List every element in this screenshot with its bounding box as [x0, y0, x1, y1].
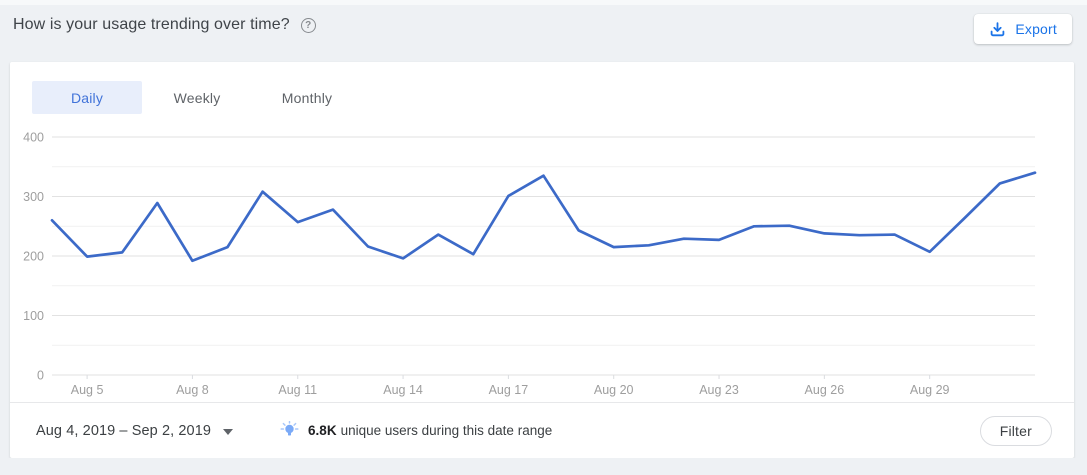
page-bottom-gap [0, 458, 1087, 475]
tab-weekly[interactable]: Weekly [142, 81, 252, 114]
date-range-selector[interactable]: Aug 4, 2019 – Sep 2, 2019 [36, 422, 234, 439]
insight-text: 6.8K unique users during this date range [308, 423, 552, 438]
tab-daily[interactable]: Daily [32, 81, 142, 114]
svg-text:400: 400 [23, 131, 44, 145]
svg-text:Aug 29: Aug 29 [910, 383, 950, 397]
title-wrap: How is your usage trending over time? ? [13, 16, 316, 34]
usage-card: 0 100 200 300 400 Aug 5 Aug 8 Aug 11 Aug 14 Aug 1… [10, 62, 1074, 458]
page-title: How is your usage trending over time? [13, 16, 290, 33]
date-range-label: Aug 4, 2019 – Sep 2, 2019 [36, 422, 212, 439]
svg-text:0: 0 [37, 369, 44, 383]
filter-button[interactable]: Filter [979, 415, 1052, 446]
window-top-strip [0, 0, 1087, 5]
svg-text:100: 100 [23, 309, 44, 323]
svg-text:Aug 23: Aug 23 [699, 383, 739, 397]
svg-text:Aug 8: Aug 8 [176, 383, 209, 397]
download-icon [989, 21, 1006, 38]
insight-description: unique users during this date range [340, 423, 553, 438]
caret-down-icon [223, 428, 234, 435]
export-button-label: Export [1015, 21, 1057, 37]
svg-text:Aug 11: Aug 11 [278, 383, 317, 397]
insight-value: 6.8K [308, 423, 337, 438]
usage-trend-chart: 0 100 200 300 400 Aug 5 Aug 8 Aug 11 Aug 14 Aug 1… [10, 62, 1074, 402]
export-button[interactable]: Export [974, 14, 1072, 44]
svg-text:Aug 20: Aug 20 [594, 383, 634, 397]
tab-monthly[interactable]: Monthly [252, 81, 362, 114]
svg-text:300: 300 [23, 190, 44, 204]
lightbulb-icon [280, 421, 299, 440]
insight: 6.8K unique users during this date range [280, 421, 552, 440]
svg-text:Aug 5: Aug 5 [71, 383, 104, 397]
svg-text:Aug 17: Aug 17 [489, 383, 529, 397]
granularity-tabs: Daily Weekly Monthly [32, 81, 362, 114]
card-footer: Aug 4, 2019 – Sep 2, 2019 6.8K unique use… [10, 402, 1074, 458]
header: How is your usage trending over time? ? … [0, 5, 1087, 62]
help-circle-icon[interactable]: ? [300, 18, 316, 33]
svg-text:200: 200 [23, 250, 44, 264]
svg-text:Aug 14: Aug 14 [383, 383, 423, 397]
svg-text:Aug 26: Aug 26 [805, 383, 845, 397]
